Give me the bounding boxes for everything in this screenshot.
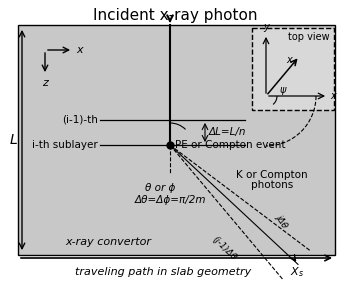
Text: Δθ=Δϕ=π/2m: Δθ=Δϕ=π/2m	[135, 195, 206, 205]
Text: (j-1)Δθ: (j-1)Δθ	[210, 234, 238, 262]
Text: top view: top view	[288, 32, 330, 42]
Text: Incident x-ray photon: Incident x-ray photon	[93, 8, 257, 23]
Text: PE or Compton event: PE or Compton event	[175, 140, 286, 150]
Text: ΔL=L/n: ΔL=L/n	[209, 127, 246, 138]
Text: photons: photons	[251, 180, 293, 190]
Text: y: y	[263, 22, 269, 32]
Text: x-ray convertor: x-ray convertor	[65, 237, 151, 247]
Text: jΔθ: jΔθ	[274, 213, 289, 229]
Text: L: L	[9, 133, 17, 147]
Text: (i-1)-th: (i-1)-th	[62, 115, 98, 125]
Text: x: x	[330, 91, 336, 101]
Text: z: z	[42, 78, 48, 88]
Text: ψ: ψ	[280, 85, 286, 95]
Text: θ or ϕ: θ or ϕ	[145, 183, 175, 193]
Text: x: x	[76, 45, 83, 55]
Bar	[252, 28, 334, 110]
Text: K or Compton: K or Compton	[236, 170, 308, 180]
Text: traveling path in slab geometry: traveling path in slab geometry	[75, 267, 255, 277]
Text: $X_s$: $X_s$	[290, 265, 304, 279]
Text: $x_s$: $x_s$	[286, 55, 298, 67]
Bar	[18, 25, 335, 255]
Text: i-th sublayer: i-th sublayer	[32, 140, 98, 150]
